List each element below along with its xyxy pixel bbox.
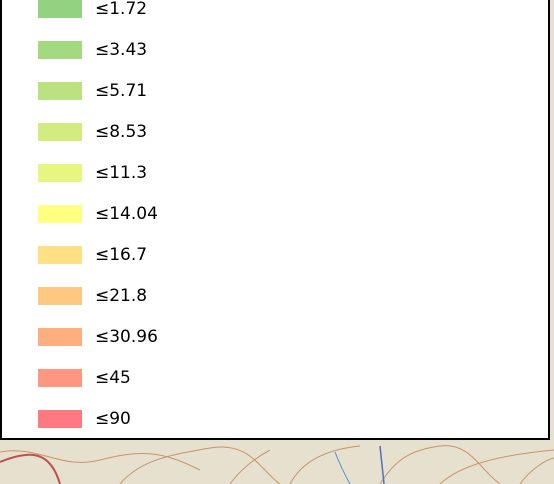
legend-swatch xyxy=(38,287,82,305)
legend-label: ≤14.04 xyxy=(95,204,158,224)
legend-swatch xyxy=(38,369,82,387)
legend-label: ≤3.43 xyxy=(95,40,147,60)
legend-swatch xyxy=(38,41,82,59)
legend-swatch xyxy=(38,123,82,141)
legend-swatch xyxy=(38,410,82,428)
legend-label: ≤8.53 xyxy=(95,122,147,142)
legend-label: ≤5.71 xyxy=(95,81,147,101)
legend-label: ≤21.8 xyxy=(95,286,147,306)
legend-swatch xyxy=(38,246,82,264)
legend-label: ≤90 xyxy=(95,409,131,429)
legend-label: ≤30.96 xyxy=(95,327,158,347)
legend-label: ≤11.3 xyxy=(95,163,147,183)
legend-label: ≤45 xyxy=(95,368,131,388)
legend-swatch xyxy=(38,164,82,182)
legend-label: ≤1.72 xyxy=(95,0,147,19)
legend-swatch xyxy=(38,205,82,223)
screen: ≤1.72 ≤3.43 ≤5.71 ≤8.53 ≤11.3 ≤14.04 ≤16.7 ≤21.… xyxy=(0,0,554,484)
legend: ≤1.72 ≤3.43 ≤5.71 ≤8.53 ≤11.3 ≤14.04 ≤16.7 ≤21.… xyxy=(0,0,550,440)
legend-swatch xyxy=(38,82,82,100)
legend-label: ≤16.7 xyxy=(95,245,147,265)
legend-swatch xyxy=(38,0,82,18)
legend-swatch xyxy=(38,328,82,346)
